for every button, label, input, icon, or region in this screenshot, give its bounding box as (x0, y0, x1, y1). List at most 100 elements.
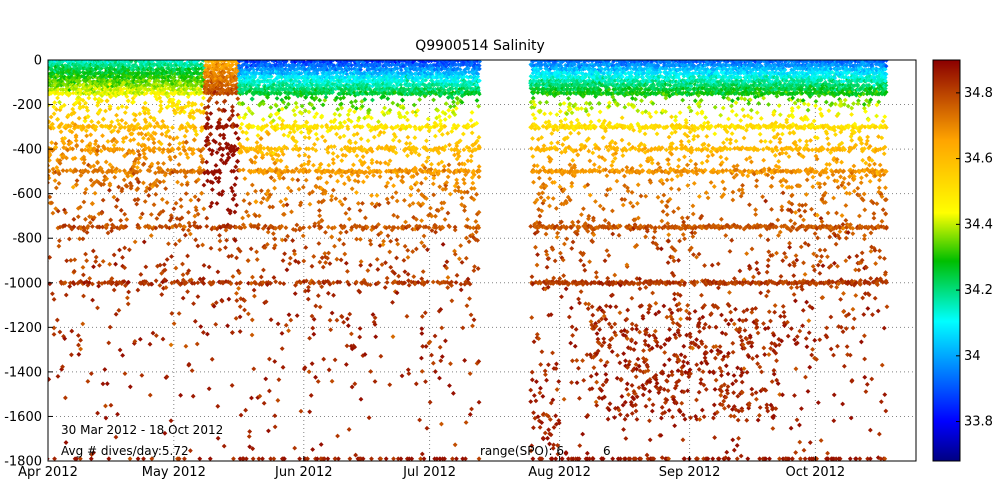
salinity-marker (135, 197, 140, 202)
salinity-marker (192, 220, 197, 225)
salinity-marker (42, 165, 47, 170)
salinity-marker (119, 208, 124, 213)
salinity-marker (43, 68, 47, 72)
salinity-marker (365, 174, 370, 179)
salinity-marker (161, 179, 166, 184)
salinity-marker (178, 151, 183, 156)
salinity-marker (249, 246, 254, 251)
salinity-marker (104, 98, 109, 103)
salinity-marker (149, 233, 154, 238)
salinity-marker (208, 111, 213, 116)
salinity-marker (115, 412, 120, 417)
salinity-marker (178, 197, 183, 202)
salinity-marker (281, 258, 286, 263)
salinity-marker (368, 263, 373, 268)
salinity-marker (84, 134, 89, 139)
salinity-marker (365, 268, 370, 273)
salinity-marker (188, 448, 193, 453)
salinity-marker (374, 160, 379, 165)
salinity-marker (76, 352, 81, 357)
salinity-marker (347, 456, 352, 461)
salinity-marker (272, 359, 277, 364)
salinity-marker (136, 160, 141, 165)
salinity-marker (314, 132, 319, 137)
salinity-marker (326, 251, 331, 256)
salinity-marker (299, 130, 304, 135)
salinity-marker (152, 124, 157, 129)
salinity-marker (368, 242, 373, 247)
salinity-marker (345, 317, 350, 322)
salinity-marker (321, 265, 326, 270)
salinity-marker (160, 197, 165, 202)
salinity-marker (123, 371, 128, 376)
salinity-marker (202, 183, 207, 188)
salinity-marker (331, 157, 336, 162)
salinity-marker (108, 218, 113, 223)
salinity-marker (95, 411, 100, 416)
salinity-marker (165, 200, 170, 205)
salinity-marker (322, 251, 327, 256)
salinity-marker (285, 267, 290, 272)
salinity-marker (261, 117, 266, 122)
salinity-marker (306, 297, 311, 302)
salinity-marker (281, 203, 286, 208)
salinity-marker (46, 377, 51, 382)
salinity-marker (357, 335, 362, 340)
salinity-marker (255, 257, 260, 262)
salinity-marker (64, 258, 69, 263)
salinity-data-layer (42, 58, 889, 462)
salinity-marker (359, 259, 364, 264)
salinity-marker (76, 333, 81, 338)
salinity-marker (154, 216, 159, 221)
salinity-marker (234, 203, 239, 208)
salinity-marker (238, 304, 243, 309)
salinity-marker (85, 379, 90, 384)
salinity-marker (361, 154, 366, 159)
salinity-marker (266, 428, 271, 433)
salinity-marker (105, 381, 110, 386)
salinity-marker (253, 189, 258, 194)
salinity-marker (122, 245, 127, 250)
salinity-marker (334, 257, 339, 262)
salinity-marker (261, 146, 266, 151)
salinity-marker (123, 121, 128, 126)
salinity-marker (106, 139, 111, 144)
salinity-marker (331, 151, 336, 156)
salinity-marker (233, 164, 238, 169)
salinity-marker (89, 371, 94, 376)
salinity-marker (83, 252, 88, 257)
salinity-marker (239, 122, 244, 127)
salinity-marker (311, 254, 316, 259)
salinity-marker (84, 187, 89, 192)
salinity-marker (210, 187, 215, 192)
salinity-marker (290, 177, 295, 182)
salinity-marker (235, 96, 240, 101)
salinity-marker (77, 116, 82, 121)
salinity-marker (270, 205, 275, 210)
salinity-marker (339, 258, 344, 263)
salinity-marker (295, 178, 300, 183)
salinity-marker (126, 290, 131, 295)
salinity-marker (151, 331, 156, 336)
salinity-marker (339, 158, 344, 163)
salinity-marker (116, 308, 121, 313)
salinity-marker (90, 224, 95, 229)
salinity-marker (234, 176, 239, 181)
salinity-marker (174, 266, 179, 271)
salinity-marker (259, 275, 264, 280)
salinity-marker (84, 258, 89, 263)
salinity-marker (290, 238, 295, 243)
salinity-marker (93, 259, 98, 264)
salinity-marker (329, 198, 334, 203)
salinity-marker (153, 192, 158, 197)
salinity-marker (167, 142, 172, 147)
salinity-marker (244, 456, 249, 461)
salinity-marker (346, 112, 351, 117)
salinity-marker (366, 138, 371, 143)
salinity-marker (114, 113, 119, 118)
salinity-marker (87, 276, 92, 281)
salinity-marker (319, 124, 324, 129)
salinity-marker (213, 322, 218, 327)
salinity-marker (193, 319, 198, 324)
salinity-marker (199, 102, 204, 107)
